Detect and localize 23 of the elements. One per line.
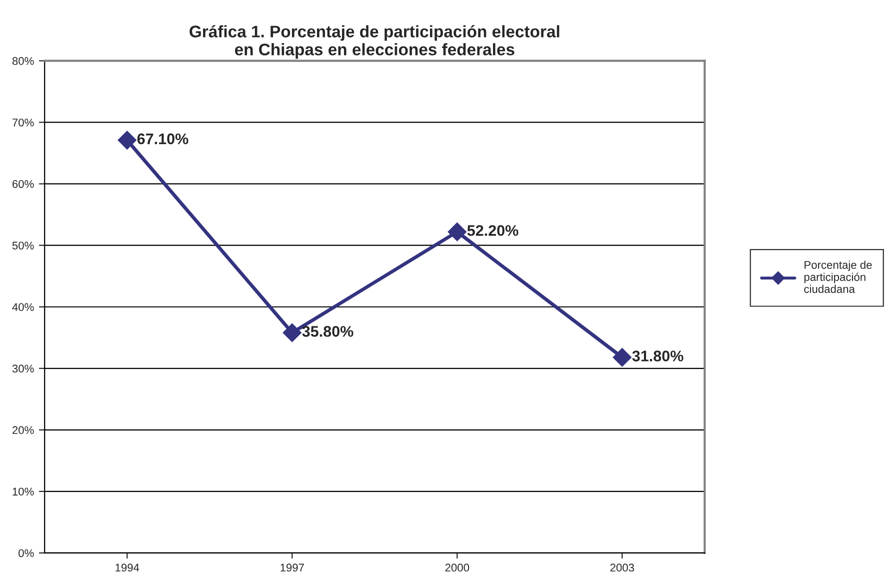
y-tick-label: 30% (12, 364, 34, 373)
legend-label: Porcentaje de participación ciudadana (804, 260, 872, 293)
y-tick-label: 50% (12, 242, 34, 250)
y-tick-label: 0% (18, 549, 34, 558)
chart-title: Gráfica 1. Porcentaje de participación electoral en Chiapas en elecciones federales (190, 25, 560, 59)
x-tick-label: 1994 (116, 564, 140, 572)
y-tick-label: 40% (12, 303, 34, 312)
x-tick-label: 2003 (610, 564, 634, 572)
data-label: 67.10% (137, 133, 188, 144)
y-tick-label: 70% (12, 118, 34, 126)
y-tick-label: 20% (12, 426, 34, 434)
data-label: 31.80% (632, 350, 684, 362)
point (282, 323, 302, 342)
data-label: 35.80% (302, 326, 354, 337)
x-tick-label: 2000 (445, 564, 470, 572)
y-tick-label: 80% (12, 57, 34, 65)
y-tick-label: 60% (12, 180, 34, 188)
point (612, 348, 632, 367)
point (118, 130, 136, 150)
data-label: 52.20% (467, 225, 518, 236)
y-tick-label: 10% (12, 488, 34, 496)
point (448, 222, 467, 242)
x-tick-label: 1997 (280, 564, 304, 572)
